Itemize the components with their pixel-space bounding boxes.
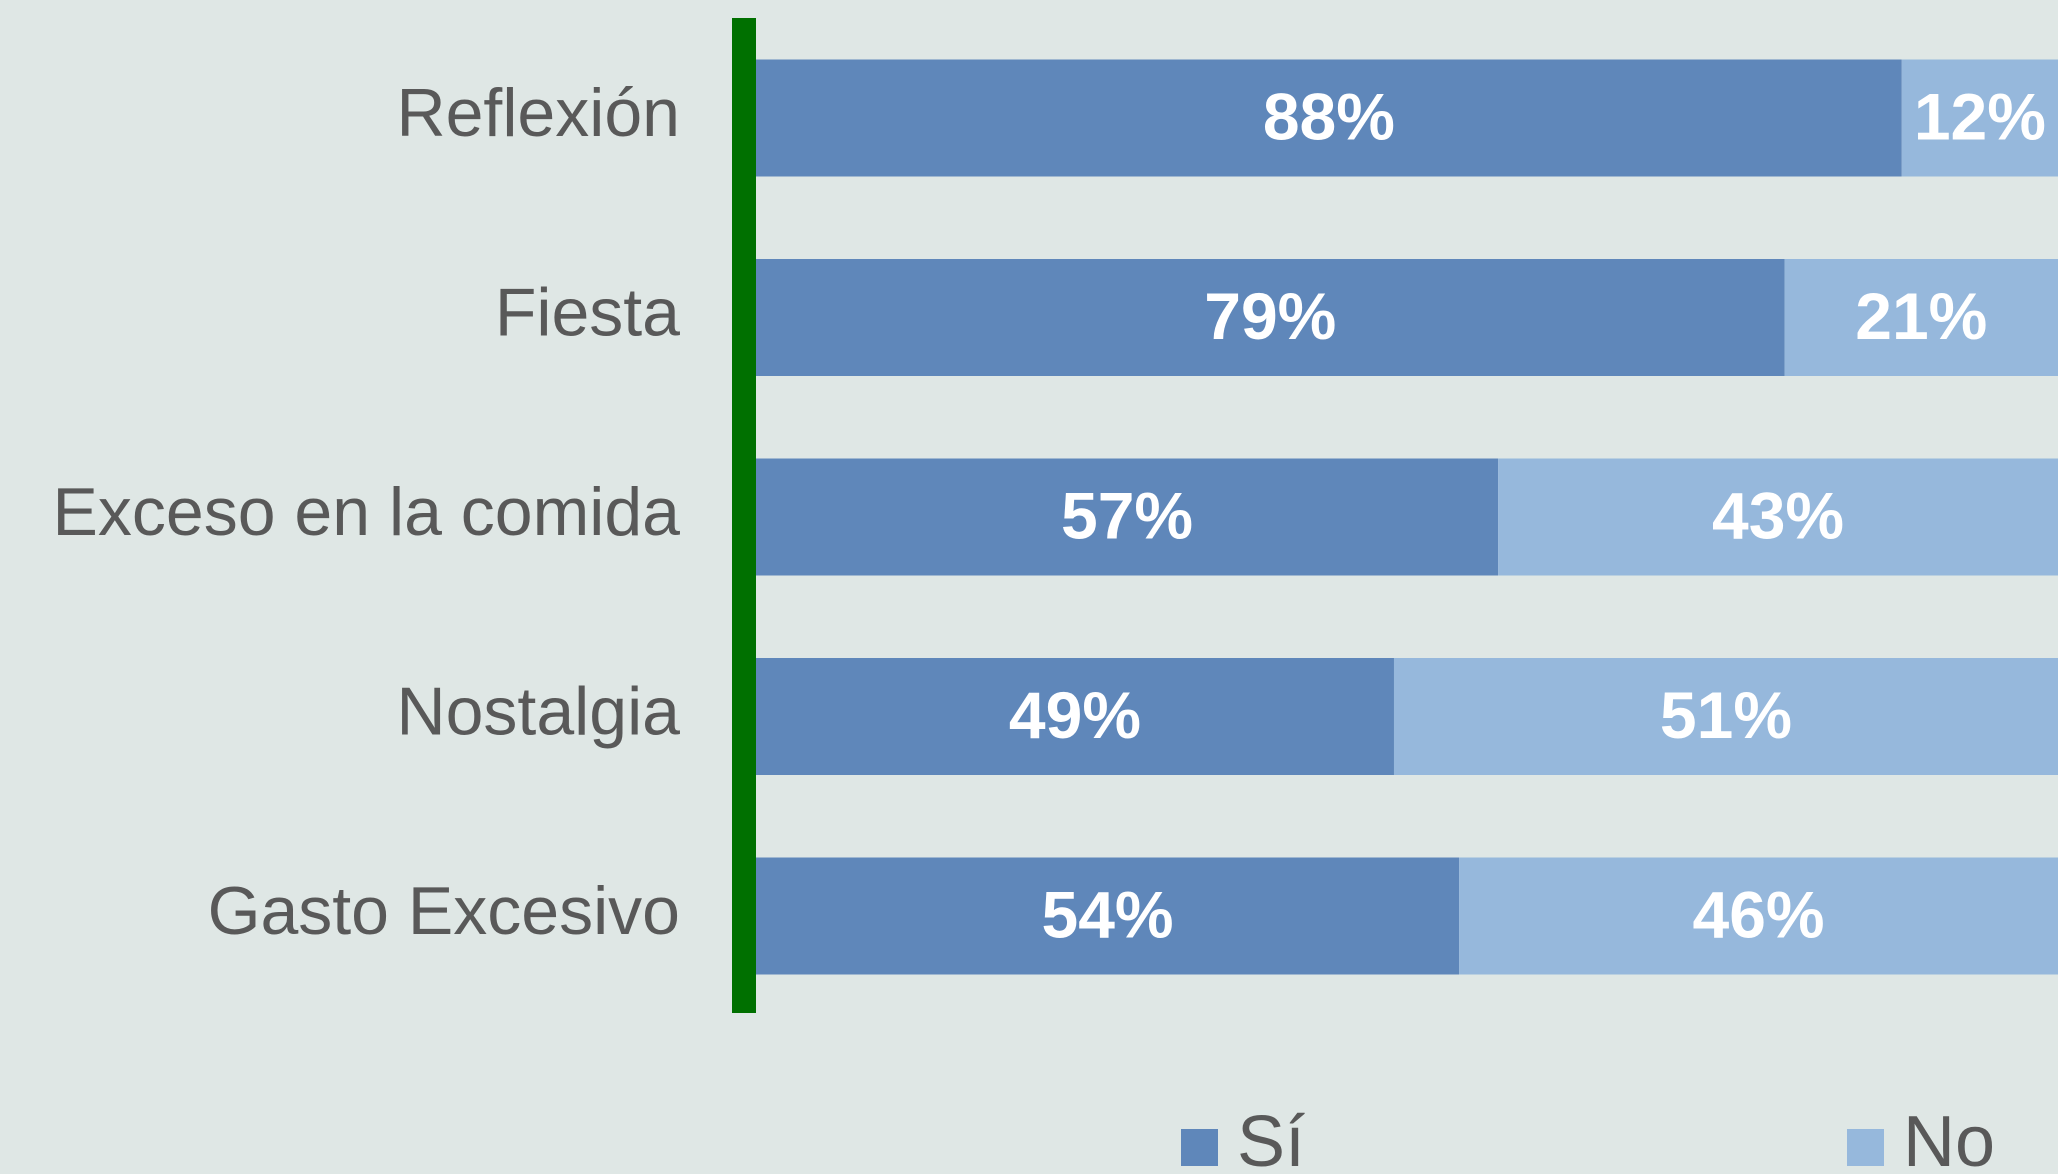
bar-segment — [1459, 857, 2058, 975]
y-axis-line — [732, 18, 756, 1013]
bar-segment — [1498, 458, 2058, 576]
bar-segment — [1393, 658, 2058, 775]
data-label: 12% — [1914, 79, 2046, 153]
bar-segment — [756, 857, 1460, 975]
category-label: Reflexión — [397, 75, 681, 151]
bar-segment — [756, 259, 1785, 376]
data-label: 51% — [1660, 678, 1792, 752]
data-label: 79% — [1204, 279, 1336, 353]
legend-label: Sí — [1237, 1102, 1305, 1174]
bar-segment — [1901, 59, 2058, 177]
data-label: 88% — [1263, 79, 1395, 153]
category-label: Fiesta — [495, 274, 680, 350]
category-label: Exceso en la comida — [53, 474, 681, 550]
data-label: 43% — [1712, 478, 1844, 552]
bar-segment — [756, 658, 1394, 775]
bar-segment — [1784, 259, 2058, 376]
legend-swatch — [1847, 1129, 1884, 1166]
data-label: 46% — [1692, 877, 1824, 951]
legend-label: No — [1903, 1102, 1995, 1174]
bar-segment — [756, 458, 1499, 576]
category-label: Nostalgia — [397, 673, 681, 749]
category-label: Gasto Excesivo — [208, 873, 680, 949]
data-label: 57% — [1061, 478, 1193, 552]
bar-segment — [756, 59, 1902, 177]
data-label: 49% — [1009, 678, 1141, 752]
data-label: 54% — [1041, 877, 1173, 951]
data-label: 21% — [1855, 279, 1987, 353]
legend-swatch — [1181, 1129, 1218, 1166]
